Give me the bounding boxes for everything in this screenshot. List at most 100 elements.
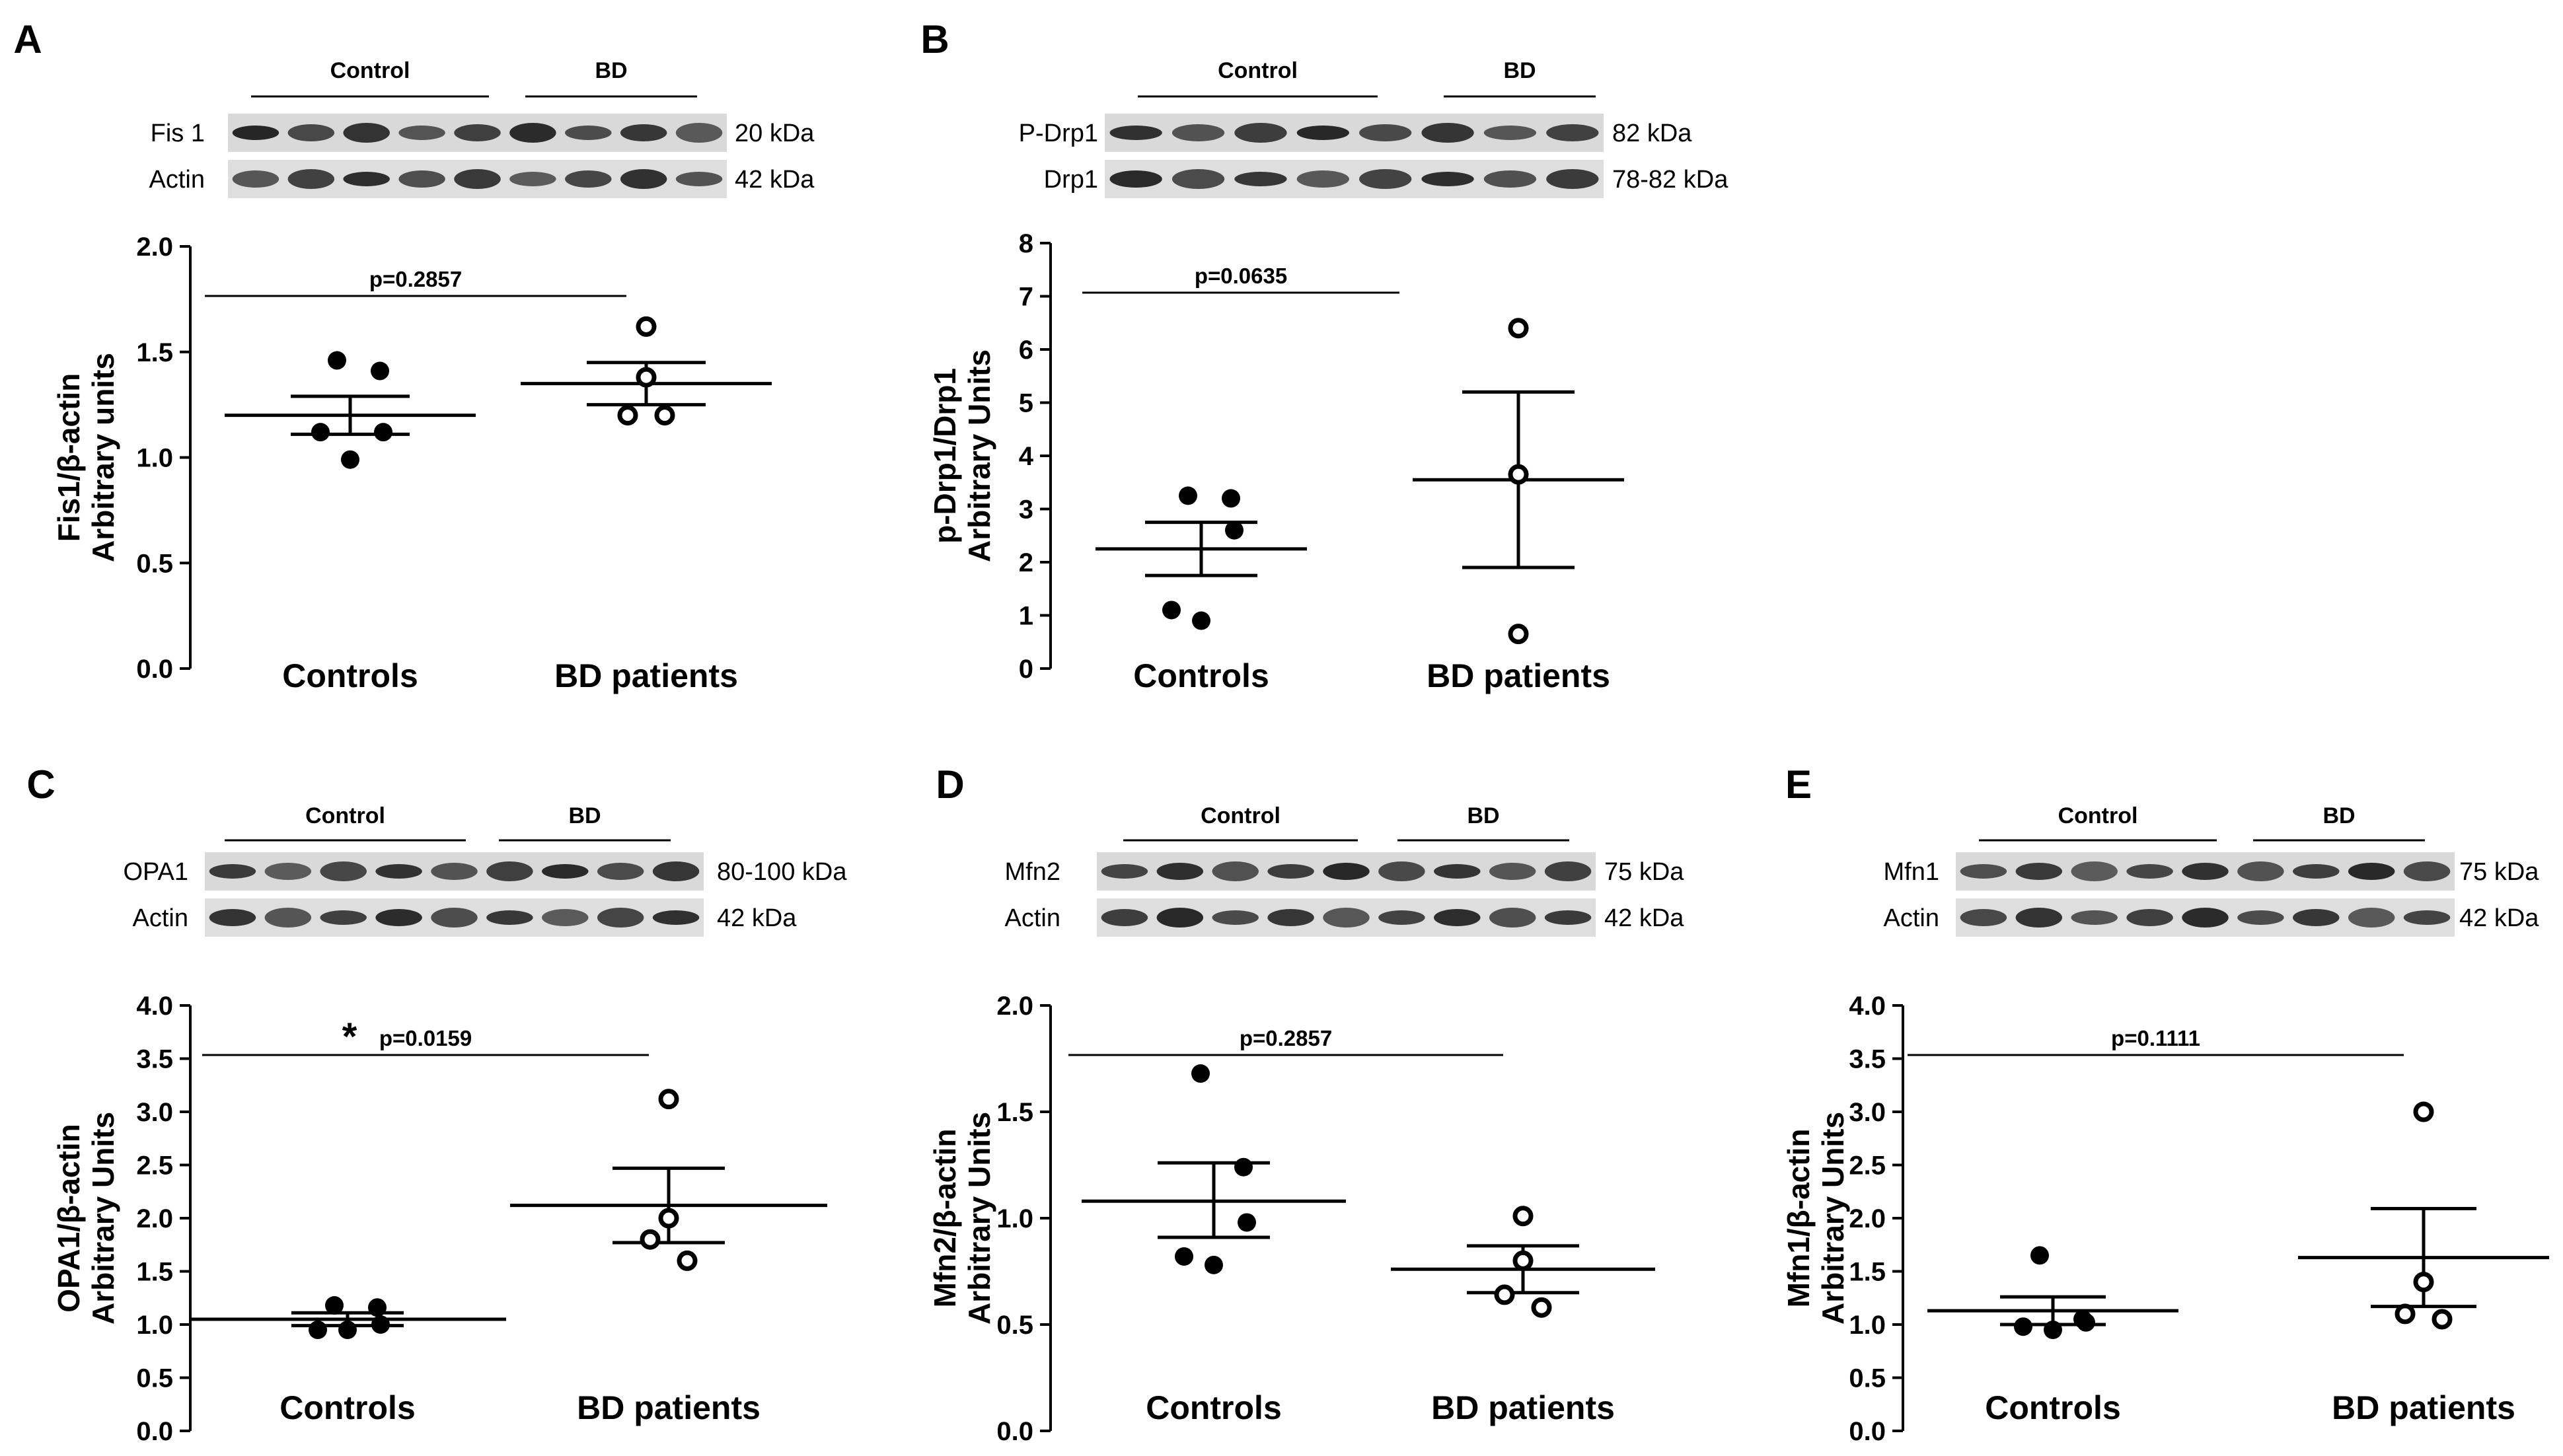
blot-band	[509, 172, 556, 186]
data-point	[636, 367, 657, 388]
blot-band	[2182, 863, 2229, 880]
blot-band	[1296, 126, 1349, 140]
data-point	[640, 1229, 661, 1250]
y-tick-label: 1.5	[136, 338, 173, 367]
y-tick-label: 1	[1019, 602, 1033, 631]
blot-band	[232, 170, 279, 188]
blot-band	[287, 124, 335, 141]
blot-band	[1544, 910, 1592, 925]
data-point	[374, 423, 392, 442]
blot-band	[2237, 910, 2284, 925]
y-axis-label: OPA1/β-actinArbitrary Units	[52, 1112, 120, 1325]
data-point	[1191, 1064, 1210, 1083]
blot-band-label: Drp1	[1044, 166, 1098, 194]
y-tick-label: 4	[1019, 442, 1034, 471]
blot-band	[597, 908, 644, 928]
blot-band	[2126, 909, 2173, 926]
blot-band	[375, 909, 422, 926]
series-controls	[1927, 1246, 2178, 1340]
y-tick-label: 3.0	[136, 1098, 173, 1127]
panel-letter: C	[26, 762, 55, 807]
y-tick-label: 0.0	[1849, 1417, 1886, 1446]
data-point	[677, 1250, 698, 1271]
data-point	[2413, 1272, 2434, 1293]
data-point	[617, 405, 638, 426]
y-tick-label: 0.0	[996, 1417, 1033, 1446]
blot-band	[1296, 170, 1349, 188]
plot-area: 0.0 0.5 1.0 1.5 2.0 2.5 3.0 3.5 4.0 OPA1/β-actinA…	[52, 992, 827, 1446]
plot-area: 0 1 2 3 4 5 6 7 8 p-Drp1/Drp1Arbitrary Units Contr…	[928, 229, 1624, 694]
y-tick-label: 1.0	[996, 1204, 1033, 1233]
blot-band	[2015, 908, 2063, 928]
blot-band	[565, 170, 612, 188]
blot-band	[398, 170, 445, 188]
y-tick-label: 2.0	[996, 992, 1033, 1021]
y-tick-label: 0.0	[136, 1417, 173, 1446]
blot-band	[1101, 909, 1148, 926]
blot-band	[620, 124, 667, 141]
x-category-label: Controls	[279, 1389, 416, 1426]
panel-letter: B	[920, 17, 949, 61]
panel-a: A Control BD Fis 1 20 kDa Actin 42 kDa 0.0 0.5 1.…	[13, 17, 815, 694]
blot-band	[1267, 909, 1314, 926]
blot-kda-label: 82 kDa	[1612, 120, 1692, 147]
blot-band	[1421, 123, 1474, 143]
significance-star: *	[342, 1015, 357, 1058]
blot-kda-label: 42 kDa	[1604, 904, 1684, 932]
blot-band	[1323, 908, 1370, 928]
blot-band	[2403, 861, 2451, 881]
y-axis-label-line: Arbitrary units	[86, 353, 120, 562]
data-point	[1162, 601, 1181, 620]
y-tick-label: 2.0	[1849, 1204, 1886, 1233]
blot-band-label: Fis 1	[151, 120, 205, 147]
y-tick-label: 2.0	[136, 1204, 173, 1233]
blot-band	[1323, 863, 1370, 880]
blot-kda-label: 80-100 kDa	[717, 858, 847, 886]
data-point	[658, 1089, 679, 1110]
blot-band	[1546, 169, 1599, 189]
blot-band	[1378, 910, 1425, 925]
blot-band	[1212, 861, 1259, 881]
blot-band	[1378, 861, 1425, 881]
blot-band	[343, 172, 390, 186]
blot-group-label-control: Control	[1218, 58, 1298, 83]
blot-group-label-control: Control	[330, 58, 410, 83]
data-point	[341, 450, 359, 469]
y-axis-label-line: Arbitrary Units	[86, 1112, 120, 1325]
western-blot: Control BD Fis 1 20 kDa Actin 42 kDa	[149, 58, 815, 198]
panel-d: D Control BD Mfn2 75 kDa Actin 42 kDa 0.0 0.5 1.0…	[928, 762, 1684, 1446]
blot-kda-label: 20 kDa	[735, 120, 815, 147]
y-tick-label: 2	[1019, 548, 1033, 577]
x-category-label: BD patients	[577, 1389, 761, 1426]
series-bd-patients	[1391, 1206, 1655, 1318]
western-blot: Control BD Mfn2 75 kDa Actin 42 kDa	[1005, 803, 1684, 937]
blot-band	[620, 169, 667, 189]
data-point	[1225, 521, 1244, 540]
blot-band-label: Actin	[1005, 904, 1060, 932]
y-axis-label: Mfn1/β-actinArbitrary Units	[1781, 1112, 1850, 1325]
y-tick-label: 3.5	[136, 1045, 173, 1074]
x-category-label: Controls	[282, 657, 418, 694]
y-tick-label: 0.5	[1849, 1364, 1886, 1393]
blot-band	[542, 864, 589, 879]
y-axis-label-line: Arbitrary Units	[962, 349, 996, 562]
blot-band-label: OPA1	[123, 858, 188, 886]
y-axis-label: Mfn2/β-actinArbitrary Units	[928, 1112, 996, 1325]
data-point	[1192, 611, 1210, 630]
y-tick-label: 2.5	[1849, 1151, 1886, 1181]
x-category-label: Controls	[1133, 657, 1269, 694]
blot-band	[2071, 910, 2118, 925]
blot-band	[264, 863, 312, 880]
blot-band	[2293, 909, 2340, 926]
blot-group-label-control: Control	[2058, 803, 2138, 828]
data-point	[2395, 1303, 2416, 1325]
y-axis-label-line: Mfn1/β-actin	[1781, 1129, 1816, 1308]
y-tick-label: 0.5	[136, 1364, 173, 1393]
blot-group-label-bd: BD	[1503, 58, 1536, 83]
blot-group-label-bd: BD	[2322, 803, 2355, 828]
y-tick-label: 0.5	[136, 549, 173, 578]
blot-band	[209, 909, 256, 926]
blot-band	[1489, 908, 1536, 928]
blot-band	[652, 910, 700, 925]
